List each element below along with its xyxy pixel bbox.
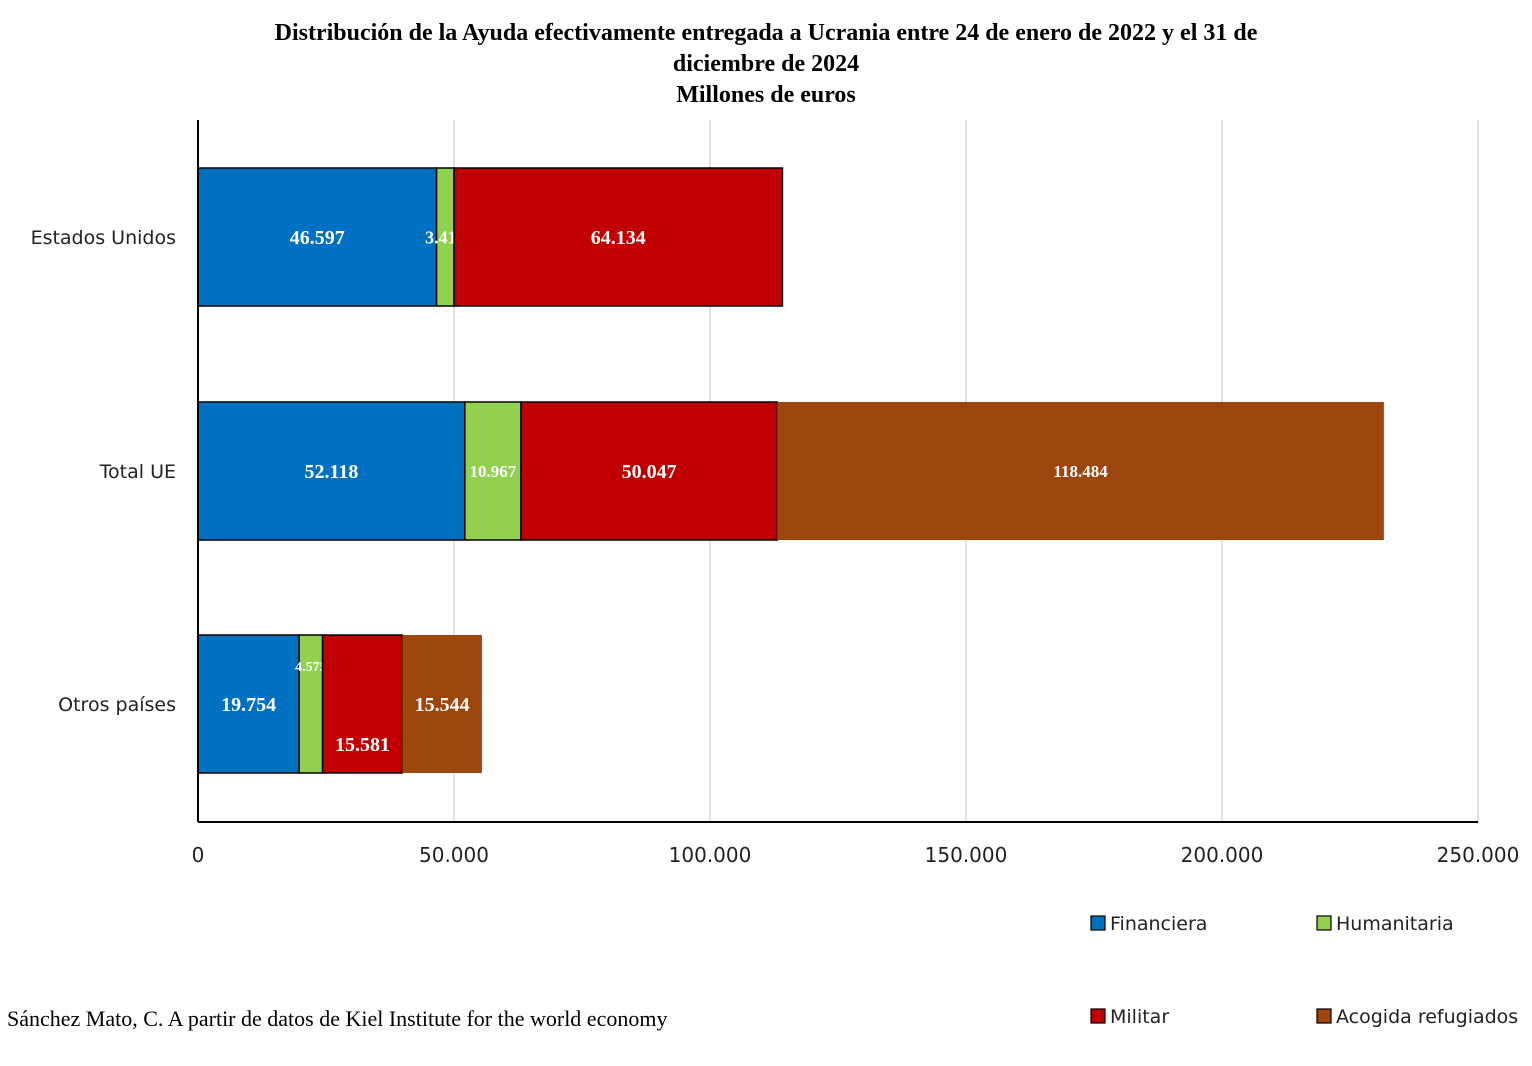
legend: Financiera Humanitaria Militar Acogida refu… — [1090, 913, 1518, 1028]
legend-label-financiera: Financiera — [1110, 913, 1207, 935]
data-label: 19.754 — [221, 694, 276, 716]
data-label: 50.047 — [622, 461, 677, 483]
x-tick-label: 0 — [192, 843, 205, 867]
category-label-total-ue: Total UE — [99, 461, 176, 483]
chart-title-line-2: diciembre de 2024 — [672, 51, 860, 77]
legend-swatch-financiera — [1090, 915, 1106, 931]
legend-swatch-humanitaria — [1316, 915, 1332, 931]
data-label: 64.134 — [591, 227, 646, 249]
data-label: 15.581 — [335, 734, 390, 756]
legend-swatch-acogida-refugiados — [1316, 1008, 1332, 1024]
legend-label-acogida-refugiados: Acogida refugiados — [1336, 1006, 1518, 1028]
data-label: 15.544 — [415, 694, 470, 716]
chart-title: Distribución de la Ayuda efectivamente e… — [0, 18, 1532, 111]
legend-label-militar: Militar — [1110, 1006, 1169, 1028]
legend-label-humanitaria: Humanitaria — [1336, 913, 1454, 935]
data-label: 52.118 — [304, 461, 358, 483]
axes: 0 50.000 100.000 150.000 200.000 250.000 Estad… — [31, 120, 1520, 867]
x-tick-label: 100.000 — [669, 843, 752, 867]
x-tick-label: 200.000 — [1181, 843, 1264, 867]
bar-acogida-refugiados-otros-paises — [402, 635, 482, 773]
bar-humanitaria-otros-paises — [298, 634, 324, 774]
data-label: 118.484 — [1053, 462, 1108, 481]
chart-title-line-1: Distribución de la Ayuda efectivamente e… — [274, 20, 1258, 46]
x-tick-label: 50.000 — [419, 843, 489, 867]
bar-militar-total-ue — [520, 401, 778, 541]
x-tick-label: 250.000 — [1437, 843, 1520, 867]
bar-militar-estados-unidos — [453, 167, 784, 307]
chart-subtitle: Millones de euros — [676, 82, 856, 108]
category-label-estados-unidos: Estados Unidos — [31, 227, 176, 249]
data-label: 10.967 — [470, 462, 517, 481]
category-label-otros-paises: Otros países — [58, 694, 176, 716]
x-tick-label: 150.000 — [925, 843, 1008, 867]
legend-swatch-militar — [1090, 1008, 1106, 1024]
source-note: Sánchez Mato, C. A partir de datos de Ki… — [7, 1006, 668, 1031]
data-label: 4.575 — [295, 660, 327, 675]
bar-acogida-refugiados-total-ue — [777, 402, 1384, 540]
data-label: 46.597 — [290, 227, 345, 249]
bar-militar-otros-paises — [321, 634, 404, 774]
bar-humanitaria-total-ue — [464, 401, 522, 541]
